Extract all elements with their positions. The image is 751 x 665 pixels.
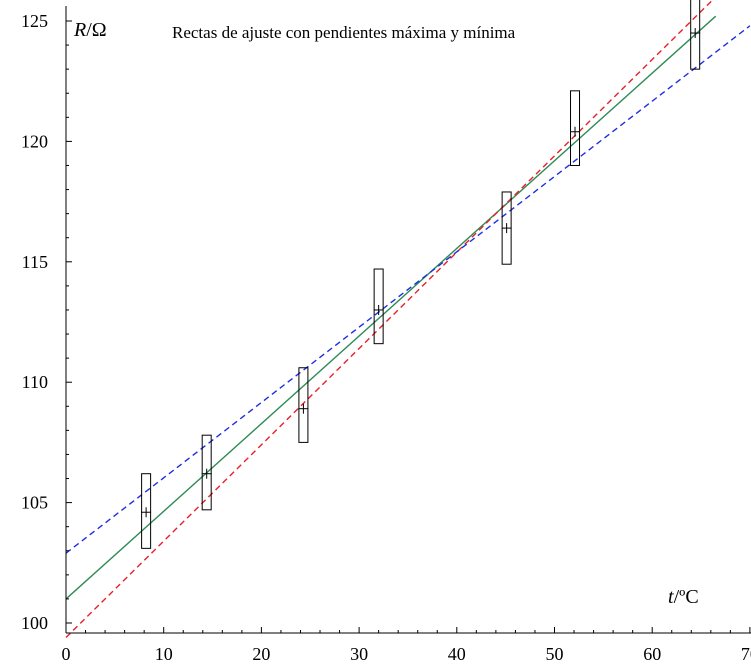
x-tick-label: 70 (741, 644, 751, 664)
fit-line-1 (65, 15, 717, 600)
axes: 0 10 20 30 40 50 60 70 100 105 110 115 120 125 (21, 6, 751, 664)
data-points (141, 0, 701, 549)
data-point-7 (690, 0, 701, 70)
fit-line-2 (65, 0, 714, 638)
data-point-5 (501, 191, 512, 265)
x-tick-label: 50 (546, 644, 564, 664)
error-box (298, 367, 309, 443)
y-tick-label: 105 (21, 493, 48, 513)
y-axis-label: R/Ω (73, 19, 107, 41)
y-tick-label: 125 (21, 11, 48, 31)
y-tick-label: 120 (21, 131, 48, 151)
data-point-6 (570, 90, 581, 166)
x-tick-label: 10 (155, 644, 173, 664)
x-tick-label: 0 (62, 644, 71, 664)
data-point-2 (201, 434, 212, 511)
error-box (141, 473, 152, 549)
x-tick-label: 30 (350, 644, 368, 664)
x-axis-label: t/ºC (668, 586, 699, 608)
chart-title: Rectas de ajuste con pendientes máxima y… (172, 23, 516, 42)
x-tick-label: 20 (252, 644, 270, 664)
error-box (201, 434, 212, 511)
y-tick-label: 110 (22, 372, 48, 392)
error-box (373, 268, 384, 345)
fit-lines (65, 0, 751, 638)
fit-line-3 (65, 25, 751, 554)
x-tick-label: 60 (643, 644, 661, 664)
y-tick-label: 115 (22, 252, 48, 272)
data-point-1 (141, 473, 152, 549)
x-tick-label: 40 (448, 644, 466, 664)
y-tick-label: 100 (21, 613, 48, 633)
data-point-3 (298, 367, 309, 443)
error-box (570, 90, 581, 166)
data-point-4 (373, 268, 384, 345)
labels: Rectas de ajuste con pendientes máxima y… (73, 19, 699, 608)
